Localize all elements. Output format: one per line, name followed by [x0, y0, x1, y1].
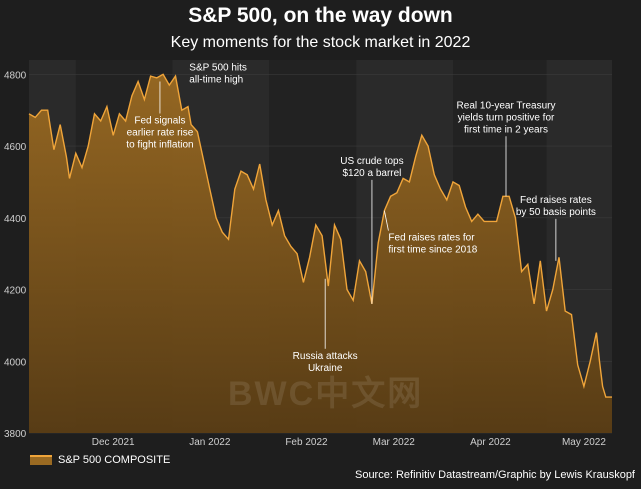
- annotation-line: first time since 2018: [388, 245, 477, 256]
- series-line: [28, 73, 612, 398]
- annotation-line: S&P 500 hits: [189, 62, 247, 73]
- annotation-line: $120 a barrel: [342, 168, 401, 179]
- annotation-label: Real 10-year Treasury yields turn positiv…: [457, 100, 556, 135]
- x-tick-label: Dec 2021: [92, 437, 135, 448]
- annotation-line: yields turn positive for: [458, 112, 555, 123]
- annotation-label: Fed raises rates for first time since 201…: [388, 233, 477, 256]
- y-tick-label: 4400: [4, 214, 27, 225]
- annotation-label: S&P 500 hits all-time high: [189, 62, 247, 85]
- annotation-line: first time in 2 years: [464, 124, 548, 135]
- annotation-label: US crude tops $120 a barrel: [340, 156, 403, 179]
- annotation-line: earlier rate rise: [127, 128, 194, 139]
- annotation-line: by 50 basis points: [516, 207, 596, 218]
- y-tick-label: 4800: [4, 70, 27, 81]
- annotation-label: Fed raises rates by 50 basis points: [516, 195, 596, 218]
- annotation-line: Fed signals: [134, 116, 185, 127]
- annotation-line: Fed raises rates: [520, 195, 592, 206]
- chart-subtitle: Key moments for the stock market in 2022: [170, 34, 471, 51]
- y-tick-label: 4600: [4, 142, 27, 153]
- legend-swatch: [30, 455, 52, 465]
- annotation-leader: [384, 210, 389, 231]
- source-note: Source: Refinitiv Datastream/Graphic by …: [354, 469, 635, 481]
- y-tick-label: 3800: [4, 429, 27, 440]
- annotation-line: to fight inflation: [126, 140, 193, 151]
- y-tick-label: 4000: [4, 357, 27, 368]
- annotation-line: all-time high: [189, 74, 243, 85]
- annotation-label: Russia attacks Ukraine: [293, 351, 358, 374]
- x-tick-label: Apr 2022: [470, 437, 511, 448]
- annotation-label: Fed signals earlier rate rise to fight inf…: [126, 116, 193, 151]
- x-tick-label: Feb 2022: [285, 437, 328, 448]
- annotation-line: Real 10-year Treasury: [457, 100, 556, 111]
- x-tick-label: Jan 2022: [189, 437, 231, 448]
- x-tick-label: May 2022: [562, 437, 606, 448]
- legend: S&P 500 COMPOSITE: [30, 454, 170, 466]
- y-tick-label: 4200: [4, 286, 27, 297]
- annotation-line: Ukraine: [308, 363, 343, 374]
- annotation-line: Russia attacks: [293, 351, 358, 362]
- watermark: BWC中文网: [228, 375, 424, 413]
- annotation-line: US crude tops: [340, 156, 403, 167]
- annotation-line: Fed raises rates for: [388, 233, 475, 244]
- x-tick-label: Mar 2022: [373, 437, 416, 448]
- chart-title: S&P 500, on the way down: [188, 4, 453, 27]
- legend-label: S&P 500 COMPOSITE: [58, 454, 171, 466]
- series-area: [29, 74, 612, 434]
